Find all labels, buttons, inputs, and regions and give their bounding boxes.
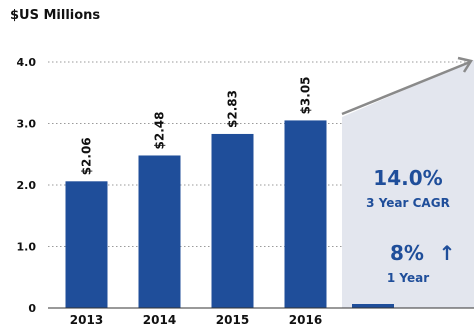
cagr-value: 14.0% bbox=[373, 166, 442, 190]
data-label-2013: $2.06 bbox=[80, 137, 94, 175]
x-tick-label: 2013 bbox=[70, 313, 103, 327]
gridlines bbox=[48, 61, 474, 247]
bar-2015 bbox=[211, 133, 254, 308]
growth-arrow-line bbox=[341, 60, 471, 116]
growth-arrow-head bbox=[457, 56, 474, 73]
one-year-growth-value: 8% bbox=[390, 241, 424, 265]
y-tick-label: 4.0 bbox=[17, 56, 37, 69]
y-axis-ticks: 0 1.0 2.0 3.0 4.0 bbox=[17, 56, 37, 315]
x-tick-label: 2014 bbox=[143, 313, 176, 327]
one-year-label: 1 Year bbox=[387, 271, 429, 285]
bar-2013 bbox=[65, 181, 108, 308]
up-arrow-icon: ↑ bbox=[439, 241, 456, 265]
bar-2014 bbox=[138, 155, 181, 308]
cagr-label: 3 Year CAGR bbox=[366, 196, 450, 210]
bars: $2.06 $2.48 $2.83 $3.05 bbox=[65, 76, 327, 308]
data-label-2016: $3.05 bbox=[299, 76, 313, 114]
x-axis-ticks: 2013 2014 2015 2016 bbox=[70, 313, 322, 327]
cagr-panel bbox=[342, 60, 474, 308]
y-tick-label: 0 bbox=[28, 302, 36, 315]
panel-baseline-mark bbox=[352, 304, 394, 308]
y-tick-label: 2.0 bbox=[17, 179, 37, 192]
chart-title: $US Millions bbox=[10, 8, 101, 23]
bar-2016 bbox=[284, 120, 327, 308]
data-label-2015: $2.83 bbox=[226, 90, 240, 128]
x-tick-label: 2016 bbox=[289, 313, 322, 327]
y-tick-label: 3.0 bbox=[17, 118, 37, 131]
x-tick-label: 2015 bbox=[216, 313, 249, 327]
y-tick-label: 1.0 bbox=[17, 241, 37, 254]
data-label-2014: $2.48 bbox=[153, 112, 167, 150]
